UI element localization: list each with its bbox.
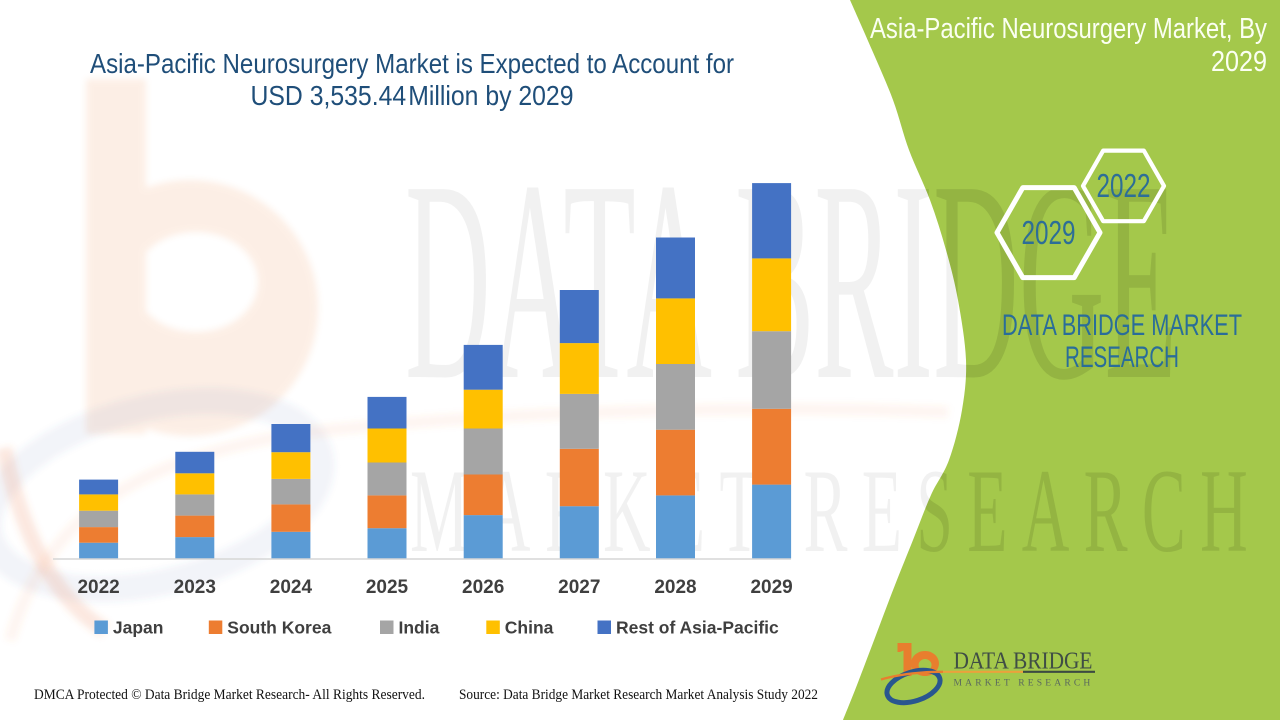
svg-text:MARKET RESEARCH: MARKET RESEARCH (954, 678, 1094, 688)
svg-text:Rest of Asia-Pacific: Rest of Asia-Pacific (616, 618, 779, 638)
svg-text:Asia-Pacific Neurosurgery Mark: Asia-Pacific Neurosurgery Market is Expe… (90, 48, 734, 79)
svg-text:2025: 2025 (366, 577, 409, 598)
svg-text:USD 3,535.44 Million by 2029: USD 3,535.44 Million by 2029 (251, 80, 574, 111)
svg-text:RESEARCH: RESEARCH (1065, 341, 1179, 374)
svg-text:South Korea: South Korea (227, 618, 331, 638)
svg-text:2027: 2027 (558, 577, 600, 598)
svg-text:2024: 2024 (270, 577, 313, 598)
svg-text:DATA BRIDGE: DATA BRIDGE (954, 648, 1093, 675)
svg-text:DMCA Protected © Data Bridge M: DMCA Protected © Data Bridge Market Rese… (34, 687, 425, 703)
svg-text:2026: 2026 (462, 577, 504, 598)
svg-text:MARKET RESEARCH: MARKET RESEARCH (410, 444, 1262, 577)
svg-text:Japan: Japan (113, 618, 164, 638)
svg-text:2029: 2029 (1211, 46, 1267, 78)
svg-text:DATA BRIDGE MARKET: DATA BRIDGE MARKET (1002, 309, 1242, 342)
svg-text:2028: 2028 (654, 577, 696, 598)
svg-text:2022: 2022 (77, 577, 119, 598)
svg-text:2023: 2023 (174, 577, 216, 598)
svg-text:Asia-Pacific Neurosurgery Mark: Asia-Pacific Neurosurgery Market, By (870, 13, 1267, 45)
svg-text:India: India (399, 618, 440, 638)
svg-text:2029: 2029 (750, 577, 792, 598)
svg-text:China: China (505, 618, 554, 638)
svg-text:2022: 2022 (1097, 167, 1151, 204)
svg-text:Source: Data Bridge Market Res: Source: Data Bridge Market Research Mark… (459, 687, 818, 703)
svg-text:2029: 2029 (1022, 214, 1076, 251)
